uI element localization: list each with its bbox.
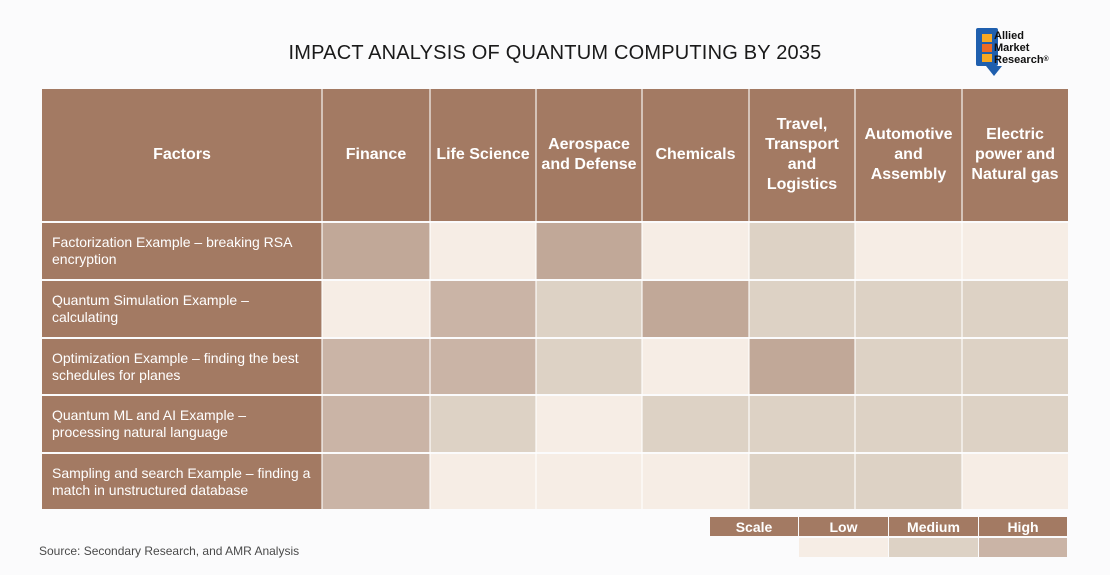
- impact-cell: [536, 223, 642, 279]
- impact-cell: [322, 281, 430, 337]
- column-header: Finance: [322, 89, 430, 221]
- column-header: Life Science: [430, 89, 536, 221]
- column-header: Electric power and Natural gas: [962, 89, 1068, 221]
- row-label: Factorization Example – breaking RSA enc…: [42, 223, 322, 279]
- page-title: IMPACT ANALYSIS OF QUANTUM COMPUTING BY …: [288, 42, 822, 64]
- impact-cell: [962, 339, 1068, 394]
- legend-label: Low: [799, 517, 888, 536]
- legend-label: Scale: [710, 517, 798, 536]
- impact-cell: [322, 223, 430, 279]
- logo-mark-icon: [976, 28, 998, 66]
- impact-cell: [322, 396, 430, 452]
- impact-cell: [749, 339, 855, 394]
- column-header: Automotive and Assembly: [855, 89, 962, 221]
- header-factors: Factors: [42, 89, 322, 221]
- impact-cell: [962, 223, 1068, 279]
- column-header: Travel, Transport and Logistics: [749, 89, 855, 221]
- legend-swatch: [889, 538, 978, 557]
- column-divider: [535, 89, 537, 509]
- column-divider: [641, 89, 643, 509]
- impact-cell: [962, 396, 1068, 452]
- impact-cell: [430, 223, 536, 279]
- impact-cell: [855, 396, 962, 452]
- company-logo: Allied Market Research®: [976, 28, 1096, 82]
- impact-cell: [642, 339, 749, 394]
- impact-cell: [749, 223, 855, 279]
- legend-swatch: [710, 538, 798, 557]
- impact-cell: [749, 454, 855, 509]
- column-divider: [748, 89, 750, 509]
- logo-text: Allied Market Research®: [994, 30, 1049, 66]
- row-label: Quantum Simulation Example – calculating: [42, 281, 322, 337]
- impact-cell: [642, 281, 749, 337]
- impact-cell: [855, 454, 962, 509]
- impact-cell: [642, 223, 749, 279]
- column-header: Chemicals: [642, 89, 749, 221]
- impact-cell: [962, 454, 1068, 509]
- impact-cell: [749, 396, 855, 452]
- impact-cell: [536, 281, 642, 337]
- column-divider: [854, 89, 856, 509]
- legend-swatch: [979, 538, 1067, 557]
- impact-cell: [536, 396, 642, 452]
- legend-swatch: [799, 538, 888, 557]
- column-header: Aerospace and Defense: [536, 89, 642, 221]
- source-note: Source: Secondary Research, and AMR Anal…: [39, 544, 300, 558]
- impact-cell: [855, 281, 962, 337]
- column-divider: [429, 89, 431, 509]
- row-label: Sampling and search Example – finding a …: [42, 454, 322, 509]
- impact-cell: [855, 339, 962, 394]
- column-divider: [961, 89, 963, 509]
- impact-cell: [642, 454, 749, 509]
- impact-cell: [430, 454, 536, 509]
- impact-cell: [430, 396, 536, 452]
- impact-cell: [430, 339, 536, 394]
- column-divider: [321, 89, 323, 509]
- impact-cell: [536, 454, 642, 509]
- legend-label: High: [979, 517, 1067, 536]
- impact-cell: [322, 339, 430, 394]
- row-label: Quantum ML and AI Example – processing n…: [42, 396, 322, 452]
- impact-cell: [322, 454, 430, 509]
- impact-cell: [642, 396, 749, 452]
- row-label: Optimization Example – finding the best …: [42, 339, 322, 394]
- logo-pointer-icon: [986, 66, 1002, 76]
- impact-cell: [855, 223, 962, 279]
- impact-cell: [962, 281, 1068, 337]
- impact-cell: [430, 281, 536, 337]
- impact-cell: [749, 281, 855, 337]
- impact-cell: [536, 339, 642, 394]
- legend-label: Medium: [889, 517, 978, 536]
